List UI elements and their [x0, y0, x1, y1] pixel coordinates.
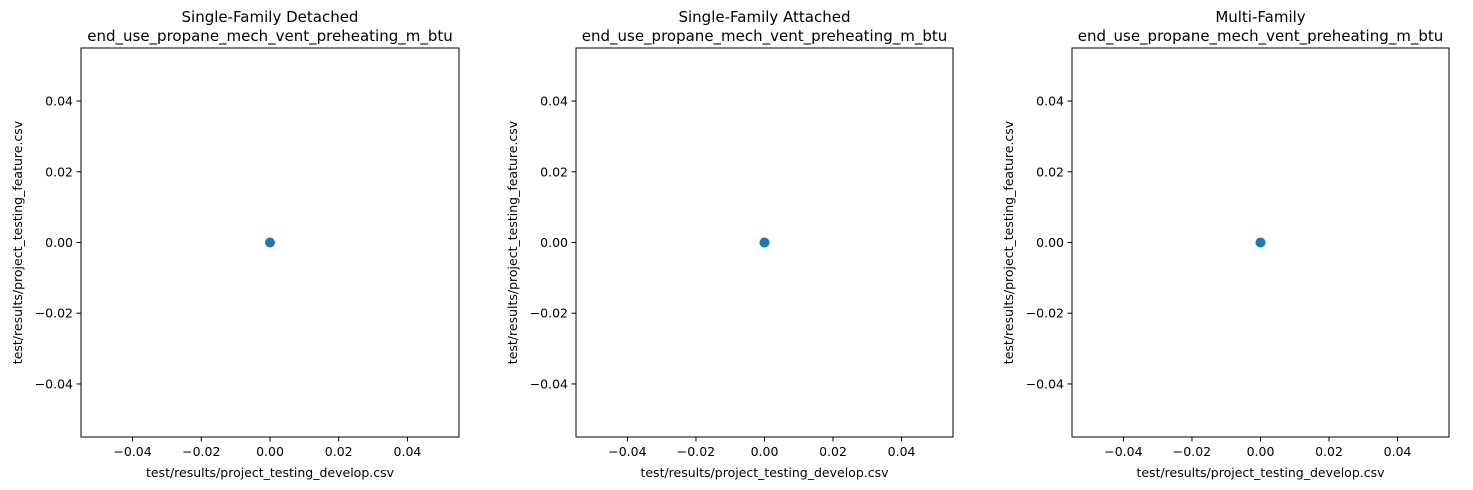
y-tick-label: 0.02	[45, 164, 73, 179]
data-point	[1255, 237, 1266, 248]
y-tick-label: −0.02	[1026, 306, 1064, 321]
axes-frame	[575, 47, 954, 438]
y-tick-label: 0.00	[540, 235, 568, 250]
x-axis-label: test/results/project_testing_develop.csv	[146, 465, 395, 480]
subplot-1: Single-Family Detachedend_use_propane_me…	[10, 8, 460, 480]
x-tick-label: 0.04	[1384, 444, 1412, 459]
data-point	[759, 237, 770, 248]
x-tick-label: −0.04	[1104, 444, 1142, 459]
x-tick-label: −0.04	[113, 444, 151, 459]
x-axis-label: test/results/project_testing_develop.csv	[1136, 465, 1385, 480]
x-tick-label: 0.00	[1247, 444, 1275, 459]
x-tick-label: −0.02	[1173, 444, 1211, 459]
y-axis-label: test/results/project_testing_feature.csv	[10, 120, 25, 364]
x-tick-label: 0.04	[394, 444, 422, 459]
chart-title: Multi-Family	[1215, 8, 1305, 26]
y-tick-label: 0.00	[45, 235, 73, 250]
axes-frame	[1071, 47, 1450, 438]
x-tick-label: 0.02	[325, 444, 353, 459]
x-tick-label: 0.00	[751, 444, 779, 459]
chart-subtitle: end_use_propane_mech_vent_preheating_m_b…	[1078, 27, 1444, 46]
x-tick-label: 0.02	[1315, 444, 1343, 459]
y-axis-label: test/results/project_testing_feature.csv	[1001, 120, 1016, 364]
chart-subtitle: end_use_propane_mech_vent_preheating_m_b…	[582, 27, 948, 46]
axes-frame	[80, 47, 460, 438]
y-axis-label: test/results/project_testing_feature.csv	[505, 120, 520, 364]
y-tick-label: 0.02	[540, 164, 568, 179]
data-point	[265, 237, 275, 248]
subplot-2: Single-Family Attachedend_use_propane_me…	[505, 8, 954, 480]
y-tick-label: −0.02	[530, 306, 568, 321]
x-tick-label: 0.02	[819, 444, 847, 459]
x-tick-label: −0.02	[677, 444, 715, 459]
chart-title: Single-Family Attached	[678, 8, 850, 26]
y-tick-label: −0.04	[1026, 376, 1064, 391]
y-tick-label: 0.04	[540, 94, 568, 109]
y-tick-label: −0.04	[530, 376, 568, 391]
subplots: Single-Family Detachedend_use_propane_me…	[10, 8, 1450, 480]
y-tick-label: 0.02	[1036, 164, 1064, 179]
y-tick-label: −0.02	[35, 306, 73, 321]
x-tick-label: −0.02	[182, 444, 220, 459]
y-tick-label: 0.04	[45, 94, 73, 109]
chart-title: Single-Family Detached	[182, 8, 359, 26]
y-tick-label: 0.04	[1036, 94, 1064, 109]
chart-subtitle: end_use_propane_mech_vent_preheating_m_b…	[87, 27, 453, 46]
x-tick-label: 0.00	[256, 444, 284, 459]
y-tick-label: −0.04	[35, 376, 73, 391]
x-axis-label: test/results/project_testing_develop.csv	[640, 465, 889, 480]
y-tick-label: 0.00	[1036, 235, 1064, 250]
x-tick-label: 0.04	[888, 444, 916, 459]
x-tick-label: −0.04	[608, 444, 646, 459]
subplot-3: Multi-Familyend_use_propane_mech_vent_pr…	[1001, 8, 1450, 480]
